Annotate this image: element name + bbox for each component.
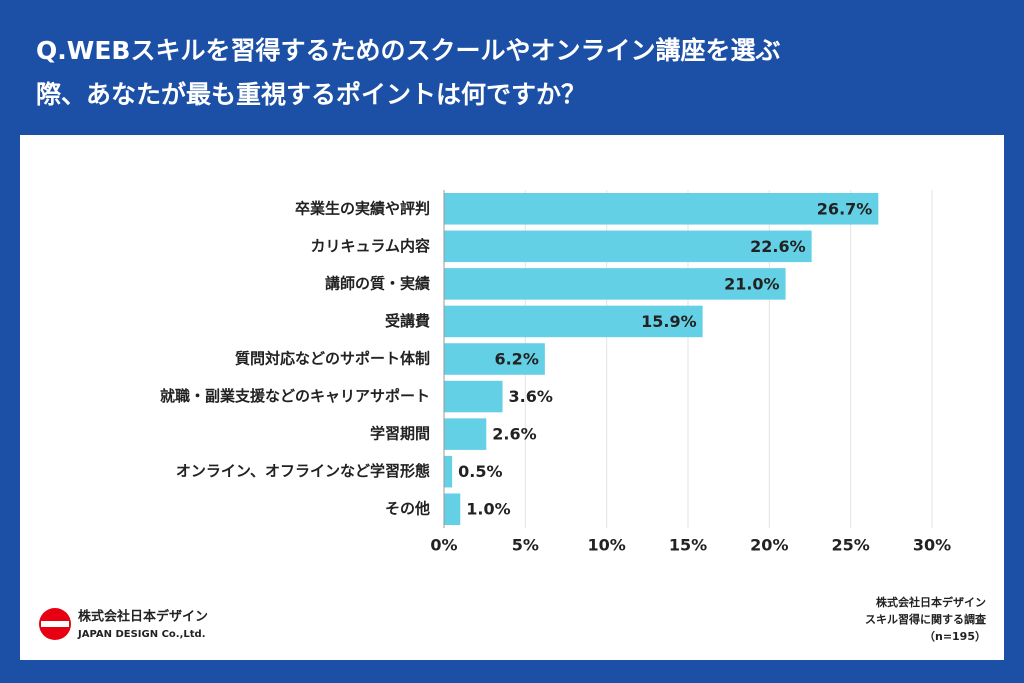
bar bbox=[444, 493, 461, 525]
y-tick-label: カリキュラム内容 bbox=[310, 237, 430, 255]
bar bbox=[444, 305, 703, 338]
x-tick-label: 10% bbox=[588, 536, 626, 555]
bar bbox=[444, 268, 786, 300]
x-tick-label: 15% bbox=[669, 536, 707, 555]
y-tick-label: 受講費 bbox=[385, 312, 430, 330]
value-label: 15.9% bbox=[641, 312, 697, 331]
x-tick-label: 5% bbox=[512, 536, 539, 555]
value-label: 26.7% bbox=[817, 199, 873, 218]
bar bbox=[444, 193, 879, 225]
logo-mark-band bbox=[41, 621, 69, 627]
y-tick-label: 卒業生の実績や評判 bbox=[295, 199, 430, 217]
bar bbox=[444, 380, 503, 413]
bar bbox=[444, 230, 812, 263]
value-label: 22.6% bbox=[750, 237, 806, 256]
title-line: Q.WEBスキルを習得するためのスクールやオンライン講座を選ぶ bbox=[36, 36, 780, 65]
source-line: 株式会社日本デザイン bbox=[876, 595, 986, 609]
bar bbox=[444, 455, 453, 488]
source-line: スキル習得に関する調査 bbox=[865, 612, 986, 626]
x-tick-label: 25% bbox=[832, 536, 870, 555]
value-label: 0.5% bbox=[458, 462, 502, 481]
y-tick-label: 講師の質・実績 bbox=[325, 274, 430, 292]
value-label: 21.0% bbox=[724, 274, 780, 293]
bar bbox=[444, 418, 487, 450]
y-tick-label: 就職・副業支援などのキャリアサポート bbox=[160, 387, 430, 405]
logo-english: JAPAN DESIGN Co.,Ltd. bbox=[77, 629, 206, 640]
bar bbox=[444, 343, 545, 375]
value-label: 6.2% bbox=[494, 350, 538, 369]
source-line: （n=195） bbox=[924, 630, 986, 643]
y-tick-label: 学習期間 bbox=[370, 425, 430, 443]
title-line: 際、あなたが最も重視するポイントは何ですか？ bbox=[36, 80, 586, 109]
x-tick-label: 0% bbox=[430, 536, 457, 555]
y-tick-label: 質問対応などのサポート体制 bbox=[235, 350, 430, 368]
x-tick-label: 30% bbox=[913, 536, 951, 555]
logo-name: 株式会社日本デザイン bbox=[78, 609, 208, 625]
value-label: 1.0% bbox=[466, 500, 510, 519]
value-label: 3.6% bbox=[509, 387, 553, 406]
x-tick-label: 20% bbox=[750, 536, 788, 555]
y-tick-label: その他 bbox=[385, 500, 430, 518]
value-label: 2.6% bbox=[492, 425, 536, 444]
y-tick-label: オンライン、オフラインなど学習形態 bbox=[176, 462, 430, 480]
